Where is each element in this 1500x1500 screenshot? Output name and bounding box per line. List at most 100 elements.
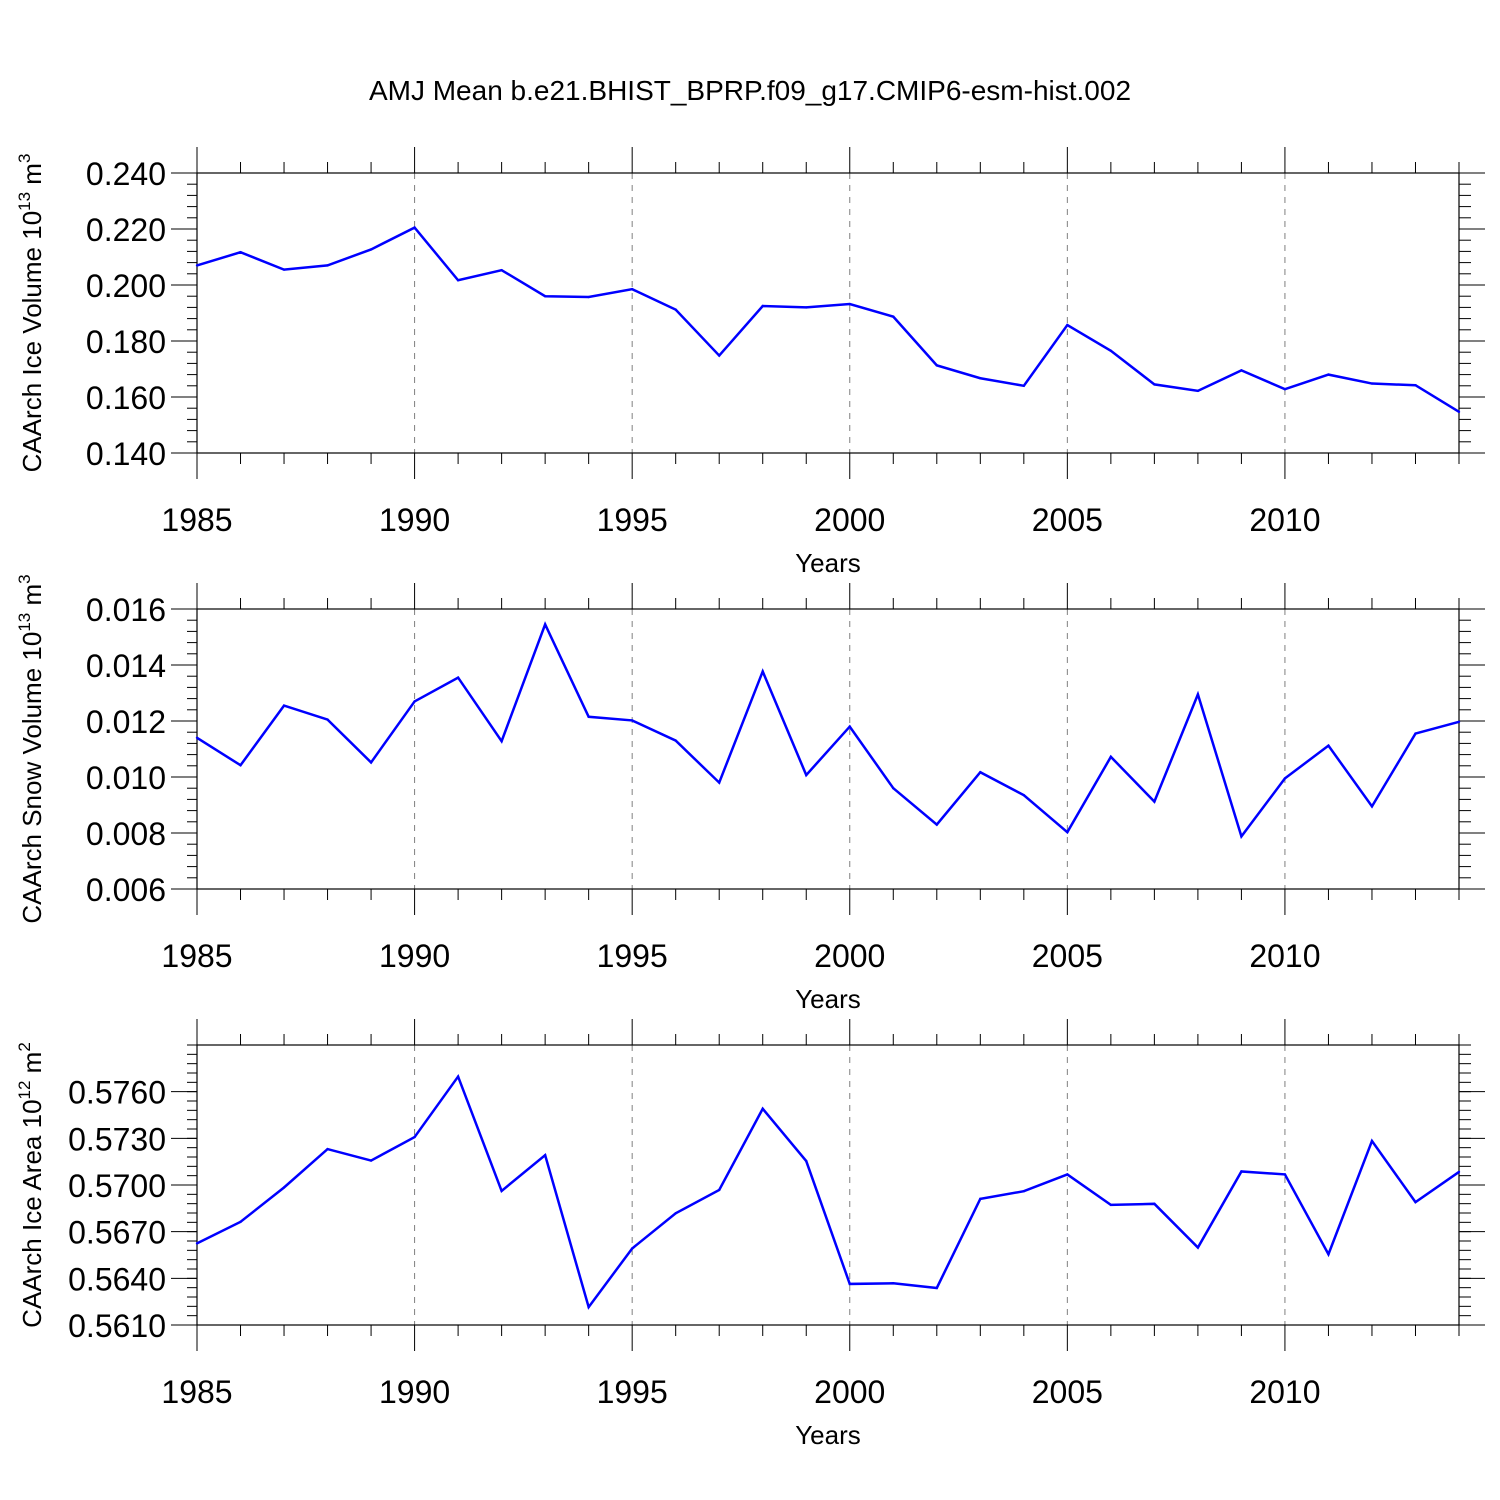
data-point: [369, 761, 373, 764]
data-point: [1066, 323, 1069, 327]
y-tick-label: 0.010: [86, 760, 166, 796]
data-point: [413, 700, 416, 703]
x-tick-label: 2005: [1032, 502, 1103, 538]
data-point: [630, 719, 634, 722]
data-point: [195, 1242, 199, 1245]
data-point: [282, 704, 286, 707]
y-tick-label: 0.140: [86, 436, 166, 472]
y-axis-title-text: CAArch Ice Volume 10: [17, 211, 47, 473]
y-axis-title-exponent: 12: [15, 1081, 34, 1100]
y-axis-title-unit: m: [17, 1052, 47, 1081]
y-axis-title: CAArch Snow Volume 1013 m3: [15, 574, 47, 923]
data-point: [761, 304, 764, 308]
data-point: [805, 306, 808, 309]
data-point: [1414, 1200, 1417, 1204]
data-point: [1327, 1253, 1330, 1256]
data-point: [1370, 382, 1374, 385]
data-point: [1370, 805, 1374, 808]
data-point: [979, 771, 982, 774]
x-tick-label: 2005: [1032, 938, 1103, 974]
data-point: [1153, 1202, 1156, 1206]
data-point: [1196, 1246, 1200, 1249]
data-point: [456, 676, 460, 679]
data-point: [1109, 349, 1113, 352]
data-point: [1283, 387, 1287, 391]
data-point: [500, 268, 503, 272]
data-point: [1109, 755, 1113, 759]
data-point: [195, 264, 199, 267]
data-point: [1196, 693, 1200, 696]
data-point: [1327, 744, 1330, 747]
data-point: [239, 1220, 242, 1224]
y-axis-title-exponent: 13: [15, 192, 34, 211]
series-line: [196, 621, 1460, 840]
data-point: [892, 315, 895, 318]
data-point: [1414, 732, 1417, 735]
y-tick-label: 0.180: [86, 324, 166, 360]
data-point: [500, 1189, 503, 1193]
y-tick-label: 0.012: [86, 704, 166, 740]
data-point: [1153, 800, 1156, 803]
data-point: [326, 264, 329, 267]
x-tick-label: 2010: [1249, 1374, 1320, 1410]
figure-title: AMJ Mean b.e21.BHIST_BPRP.f09_g17.CMIP6-…: [369, 75, 1131, 106]
x-tick-label: 1985: [161, 938, 232, 974]
chart-panel-1: 0.140 0.160 0.180 0.200 0.220 0.240 1985 1990 19…: [15, 147, 1485, 578]
data-point: [674, 1212, 677, 1215]
data-point: [805, 1159, 808, 1163]
data-point: [543, 1153, 547, 1157]
data-point: [935, 364, 938, 367]
y-axis-title-unit: m: [17, 163, 47, 192]
data-point: [1066, 830, 1069, 834]
x-tick-label: 2000: [814, 1374, 885, 1410]
data-point: [413, 1135, 416, 1139]
data-point: [848, 1282, 851, 1286]
x-tick-label: 1995: [597, 1374, 668, 1410]
data-point: [761, 670, 764, 673]
x-tick-label: 2010: [1249, 938, 1320, 974]
data-point: [1022, 1190, 1026, 1193]
data-point: [456, 279, 460, 282]
data-point: [543, 295, 547, 298]
y-axis-title: CAArch Ice Volume 1013 m3: [15, 154, 47, 473]
data-point: [587, 1305, 590, 1309]
y-tick-label: 0.5730: [68, 1121, 166, 1157]
chart-panel-3: 0.5610 0.5640 0.5670 0.5700 0.5730 0.5760 1985…: [15, 1019, 1485, 1450]
y-tick-label: 0.5610: [68, 1308, 166, 1344]
x-axis-title: Years: [795, 984, 861, 1014]
x-tick-label: 2005: [1032, 1374, 1103, 1410]
data-point: [456, 1075, 460, 1078]
data-point: [1240, 835, 1243, 838]
data-point: [892, 1282, 895, 1285]
series-line: [196, 1073, 1460, 1310]
data-point: [761, 1107, 764, 1110]
data-point: [1370, 1139, 1374, 1143]
data-point: [718, 354, 721, 357]
x-tick-label: 1985: [161, 1374, 232, 1410]
data-point: [630, 1247, 634, 1250]
x-tick-label: 1990: [379, 1374, 450, 1410]
y-tick-label: 0.220: [86, 212, 166, 248]
x-tick-label: 2000: [814, 938, 885, 974]
y-tick-label: 0.014: [86, 648, 166, 684]
y-axis-title-text: CAArch Snow Volume 10: [17, 632, 47, 924]
data-point: [369, 1159, 373, 1162]
data-point: [718, 1188, 721, 1192]
x-axis-title: Years: [795, 1420, 861, 1450]
data-point: [1240, 1170, 1243, 1173]
y-tick-label: 0.5670: [68, 1215, 166, 1251]
data-point: [1022, 384, 1026, 387]
data-point: [1283, 777, 1287, 780]
data-point: [543, 623, 547, 626]
y-axis-title-unit: m: [17, 584, 47, 613]
data-point: [1457, 1170, 1461, 1174]
panels: 0.140 0.160 0.180 0.200 0.220 0.240 1985 1990 19…: [15, 147, 1485, 1450]
x-axis-title: Years: [795, 548, 861, 578]
y-tick-label: 0.5760: [68, 1075, 166, 1111]
y-axis-title-unit-exponent: 3: [15, 154, 34, 163]
data-point: [630, 288, 634, 291]
chart-panel-2: 0.006 0.008 0.010 0.012 0.014 0.016 1985 1990 19…: [15, 574, 1485, 1014]
data-point: [979, 1197, 982, 1201]
y-tick-label: 0.5700: [68, 1168, 166, 1204]
